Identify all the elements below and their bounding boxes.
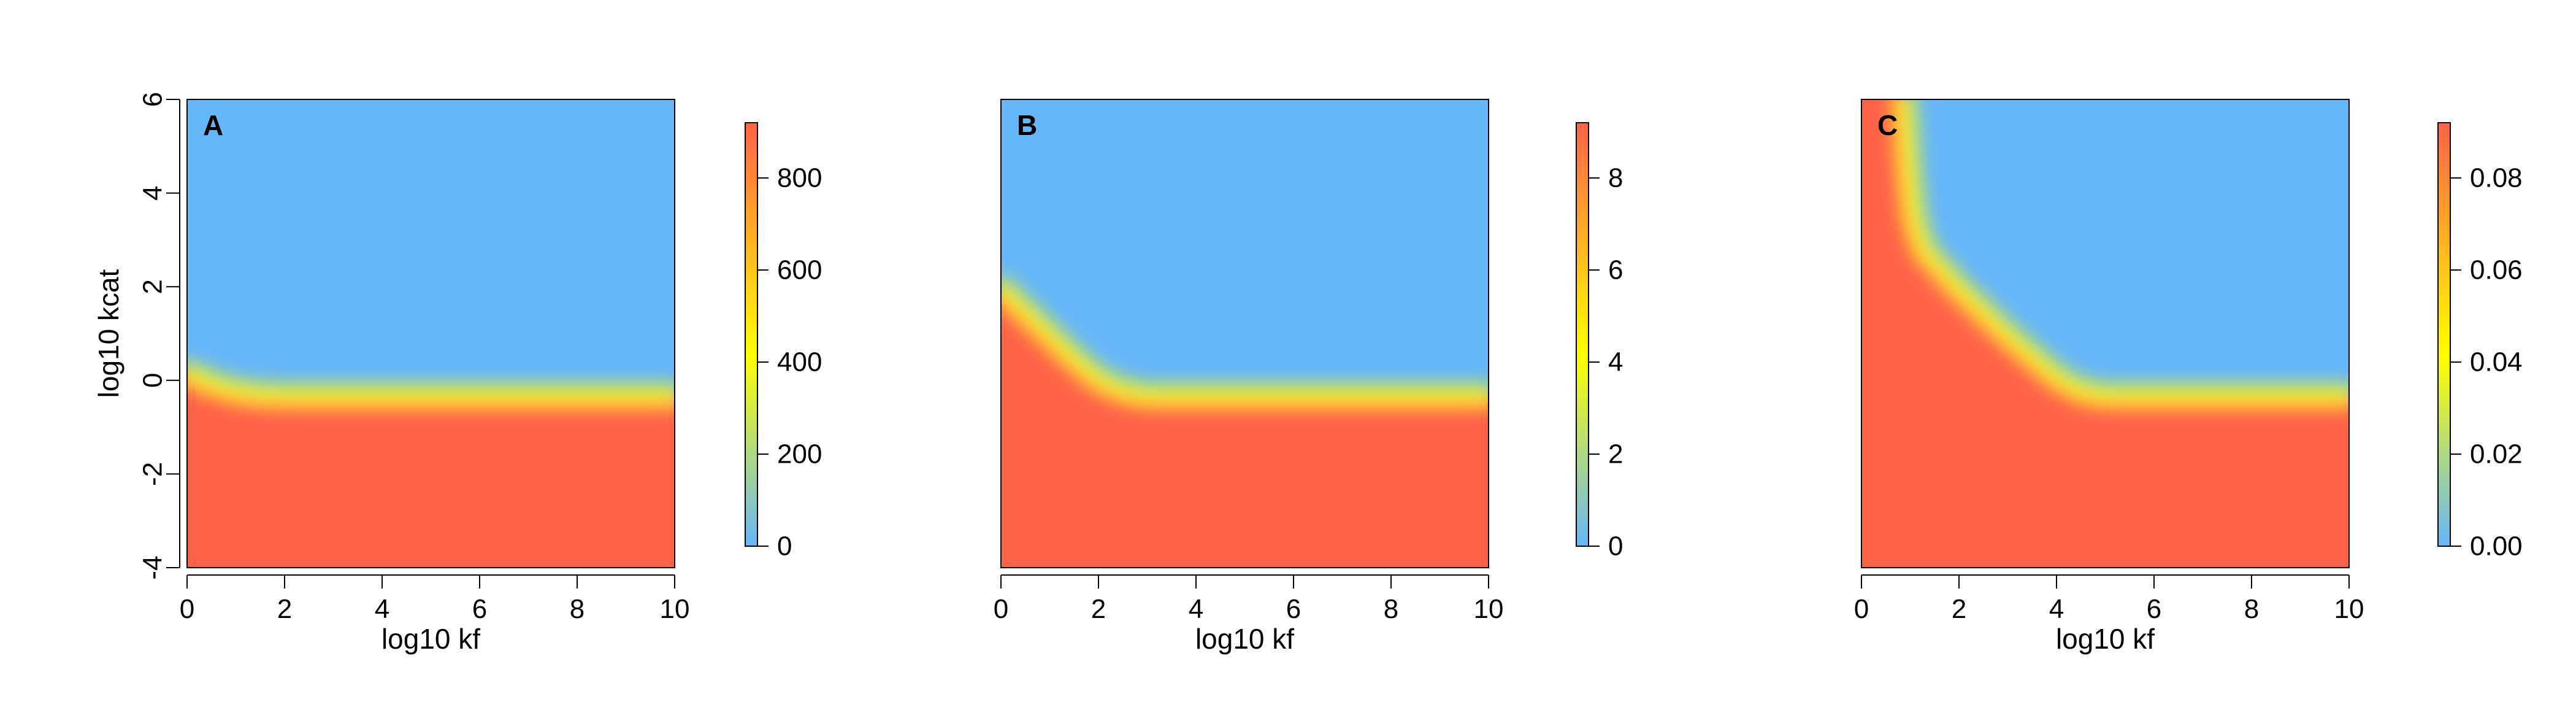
- colorbar-tick-label: 600: [777, 255, 822, 285]
- transition-band: [1897, 99, 2349, 403]
- high-region: [1861, 99, 2349, 568]
- x-tick-label: 10: [2334, 594, 2364, 624]
- x-tick-label: 10: [1474, 594, 1504, 624]
- colorbar-gradient: [2437, 122, 2451, 547]
- x-tick-label: 8: [1384, 594, 1398, 624]
- colorbar-tick-label: 0: [777, 531, 792, 562]
- colorbar-tick-label: 200: [777, 439, 822, 469]
- colorbar-tick-label: 4: [1608, 347, 1623, 377]
- y-tick-label: 4: [138, 185, 168, 200]
- colorbar-gradient: [1576, 122, 1589, 547]
- colorbar-tick-label: 6: [1608, 255, 1623, 285]
- x-tick-label: 2: [277, 594, 292, 624]
- high-region: [187, 371, 675, 568]
- x-tick-label: 6: [2147, 594, 2161, 624]
- colorbar-tick-label: 800: [777, 163, 822, 193]
- y-axis-title: log10 kcat: [93, 269, 125, 398]
- colorbar: 0 200 400 600 800: [745, 122, 822, 562]
- x-tick-label: 8: [570, 594, 585, 624]
- colorbar-tick-label: 2: [1608, 439, 1623, 469]
- colorbar-tick-label: 0.08: [2470, 163, 2523, 193]
- colorbar-tick-label: 0.00: [2470, 531, 2523, 562]
- panel-label: A: [203, 109, 223, 141]
- plot-frame: [1000, 99, 1489, 568]
- x-axis-title: log10 kf: [381, 623, 480, 655]
- panel-c: C 0 2 4 6 8 10 log10 kf 0.00 0.02 0.04 0.06 0.08: [1854, 99, 2523, 655]
- y-tick-label: 2: [138, 279, 168, 294]
- colorbar-tick-label: 0: [1608, 531, 1623, 562]
- x-tick-label: 0: [180, 594, 194, 624]
- heatmap-field: [1861, 99, 2349, 568]
- y-tick-label: -4: [138, 555, 168, 579]
- colorbar: 0 2 4 6 8: [1576, 122, 1623, 562]
- panel-label: C: [1877, 109, 1898, 141]
- x-axis-title: log10 kf: [2056, 623, 2155, 655]
- x-tick-label: 6: [1286, 594, 1301, 624]
- x-tick-label: 10: [660, 594, 690, 624]
- x-axis-title: log10 kf: [1195, 623, 1294, 655]
- colorbar-gradient: [745, 122, 758, 547]
- x-tick-label: 0: [1854, 594, 1869, 624]
- panel-b: B 0 2 4 6 8 10 log10 kf 0 2 4 6 8: [994, 99, 1623, 655]
- transition-band: [1001, 279, 1489, 403]
- x-tick-label: 2: [1091, 594, 1106, 624]
- y-tick-label: 0: [138, 373, 168, 388]
- panel-a: A 0 2 4 6 8 10 log10 kf -4 -2 0 2 4 6 log10 kcat 0 200 40…: [93, 92, 822, 655]
- colorbar-tick-label: 400: [777, 347, 822, 377]
- heatmap-field: [1001, 99, 1489, 568]
- x-tick-label: 4: [1189, 594, 1203, 624]
- high-region: [1001, 287, 1489, 568]
- plot-frame: [186, 99, 675, 568]
- colorbar-tick-label: 0.04: [2470, 347, 2523, 377]
- transition-band: [187, 363, 675, 403]
- colorbar-tick-label: 0.02: [2470, 439, 2523, 469]
- plot-frame: [1861, 99, 2350, 568]
- x-tick-label: 8: [2244, 594, 2259, 624]
- panel-label: B: [1017, 109, 1037, 141]
- y-tick-label: -2: [138, 462, 168, 486]
- x-tick-label: 4: [2049, 594, 2064, 624]
- x-tick-label: 4: [375, 594, 389, 624]
- x-tick-label: 0: [994, 594, 1008, 624]
- x-tick-label: 6: [472, 594, 487, 624]
- colorbar: 0.00 0.02 0.04 0.06 0.08: [2437, 122, 2523, 562]
- x-tick-label: 2: [1952, 594, 1966, 624]
- y-tick-label: 6: [138, 92, 168, 107]
- colorbar-tick-label: 8: [1608, 163, 1623, 193]
- colorbar-tick-label: 0.06: [2470, 255, 2523, 285]
- heatmap-field: [187, 99, 675, 568]
